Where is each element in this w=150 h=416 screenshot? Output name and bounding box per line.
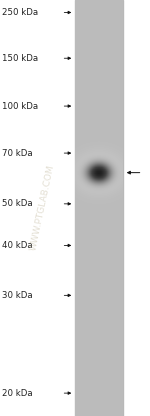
Bar [103,0,104,416]
Bar [75,0,123,416]
Bar [122,0,123,416]
Bar [104,0,105,416]
Text: 250 kDa: 250 kDa [2,8,38,17]
Bar [81,0,82,416]
Bar [80,0,81,416]
Bar [76,0,77,416]
Bar [88,0,89,416]
Bar [118,0,119,416]
Text: 50 kDa: 50 kDa [2,199,32,208]
Bar [78,0,79,416]
Bar [111,0,112,416]
Bar [115,0,116,416]
Bar [83,0,84,416]
Bar [77,0,78,416]
Text: 30 kDa: 30 kDa [2,291,32,300]
Text: 150 kDa: 150 kDa [2,54,38,63]
Bar [120,0,121,416]
Bar [106,0,107,416]
Bar [90,0,91,416]
Bar [99,0,100,416]
Text: 40 kDa: 40 kDa [2,241,32,250]
Bar [116,0,117,416]
Bar [100,0,101,416]
Bar [91,0,92,416]
Bar [96,0,97,416]
Bar [114,0,115,416]
Bar [82,0,83,416]
Bar [109,0,110,416]
Bar [84,0,85,416]
Bar [113,0,114,416]
Bar [79,0,80,416]
Text: WWW.PTGLAB.COM: WWW.PTGLAB.COM [28,164,56,252]
Bar [117,0,118,416]
Bar [87,0,88,416]
Bar [95,0,96,416]
Bar [110,0,111,416]
Bar [94,0,95,416]
Text: 100 kDa: 100 kDa [2,102,38,111]
Bar [101,0,102,416]
Bar [93,0,94,416]
Bar [89,0,90,416]
Bar [108,0,109,416]
Bar [102,0,103,416]
Bar [97,0,98,416]
Bar [86,0,87,416]
Text: 20 kDa: 20 kDa [2,389,32,398]
Bar [121,0,122,416]
Bar [105,0,106,416]
Bar [85,0,86,416]
Bar [112,0,113,416]
Bar [75,0,76,416]
Bar [92,0,93,416]
Bar [119,0,120,416]
Bar [98,0,99,416]
Bar [107,0,108,416]
Text: 70 kDa: 70 kDa [2,149,32,158]
